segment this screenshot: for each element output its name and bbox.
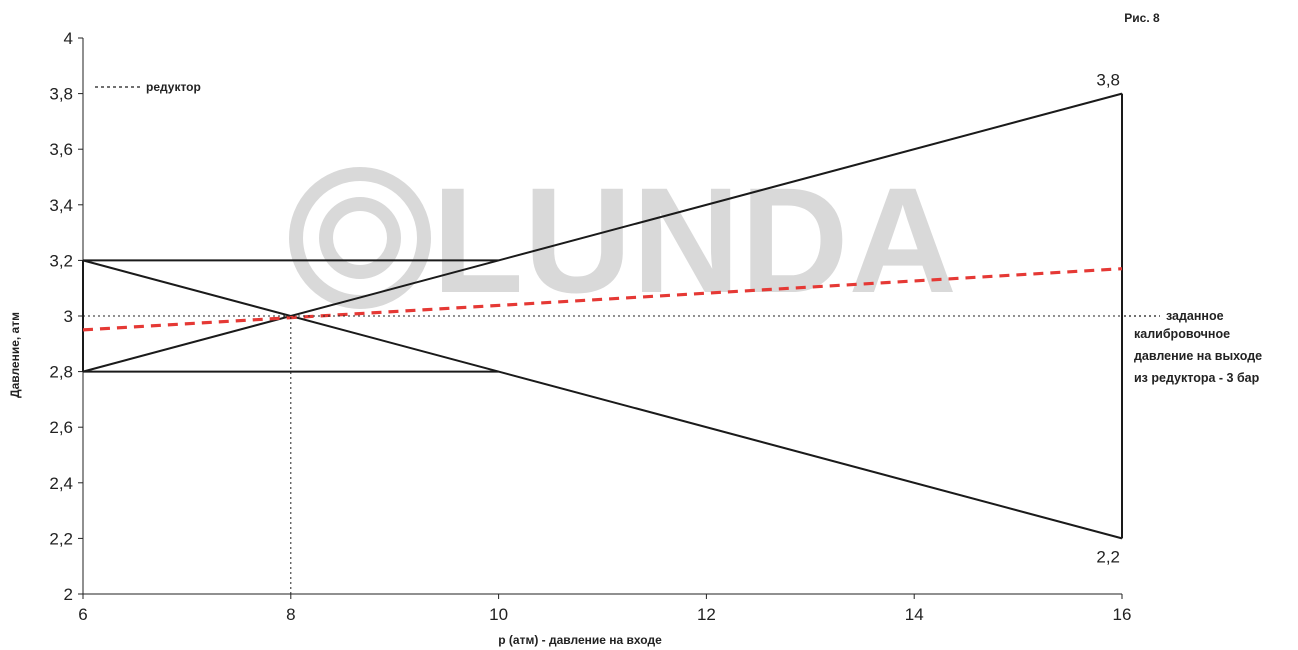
y-tick-label: 3 [64, 307, 73, 326]
calibration-note: заданное калибровочное давление на выход… [1124, 309, 1262, 385]
y-tick-label: 2,6 [49, 418, 73, 437]
x-tick-label: 6 [78, 605, 87, 624]
annotations: 3,8 2,2 [1096, 71, 1120, 567]
y-axis-title: Давление, атм [8, 312, 22, 398]
figure-label: Рис. 8 [1124, 11, 1160, 25]
y-tick-label: 3,4 [49, 196, 73, 215]
y-tick-label: 2,8 [49, 363, 73, 382]
value-annotation: 3,8 [1096, 71, 1120, 90]
y-tick-label: 3,6 [49, 140, 73, 159]
series-line [82, 92, 1123, 373]
reducer-line [82, 267, 1123, 332]
x-tick-label: 14 [905, 605, 924, 624]
x-tick-label: 12 [697, 605, 716, 624]
legend-entry-reducer: редуктор [146, 80, 201, 94]
ticks: 6 8 10 12 14 16 2 2,2 2,4 2,6 2,8 3 3,2 3,4 3,6 3,8 4 [49, 29, 1131, 624]
y-tick-label: 4 [64, 29, 73, 48]
x-tick-label: 8 [286, 605, 295, 624]
y-tick-label: 2,2 [49, 529, 73, 548]
series-lines [82, 92, 1123, 594]
y-tick-label: 2,4 [49, 474, 73, 493]
calibration-note-line-2: калибровочное [1134, 327, 1230, 341]
watermark: LUNDA [289, 156, 957, 324]
x-tick-label: 10 [489, 605, 508, 624]
value-annotation: 2,2 [1096, 547, 1120, 566]
legend: редуктор [95, 80, 201, 94]
calibration-note-line-3: давление на выходе [1134, 349, 1262, 363]
series-line [82, 259, 1123, 540]
y-tick-label: 3,8 [49, 85, 73, 104]
x-tick-label: 16 [1113, 605, 1132, 624]
watermark-logo-icon [289, 167, 431, 309]
calibration-note-line-1: заданное [1166, 309, 1224, 323]
calibration-note-line-4: из редуктора - 3 бар [1134, 371, 1260, 385]
watermark-text: LUNDA [432, 156, 957, 324]
y-tick-label: 3,2 [49, 251, 73, 270]
x-axis-title: p (атм) - давление на входе [498, 633, 662, 647]
y-tick-label: 2 [64, 585, 73, 604]
